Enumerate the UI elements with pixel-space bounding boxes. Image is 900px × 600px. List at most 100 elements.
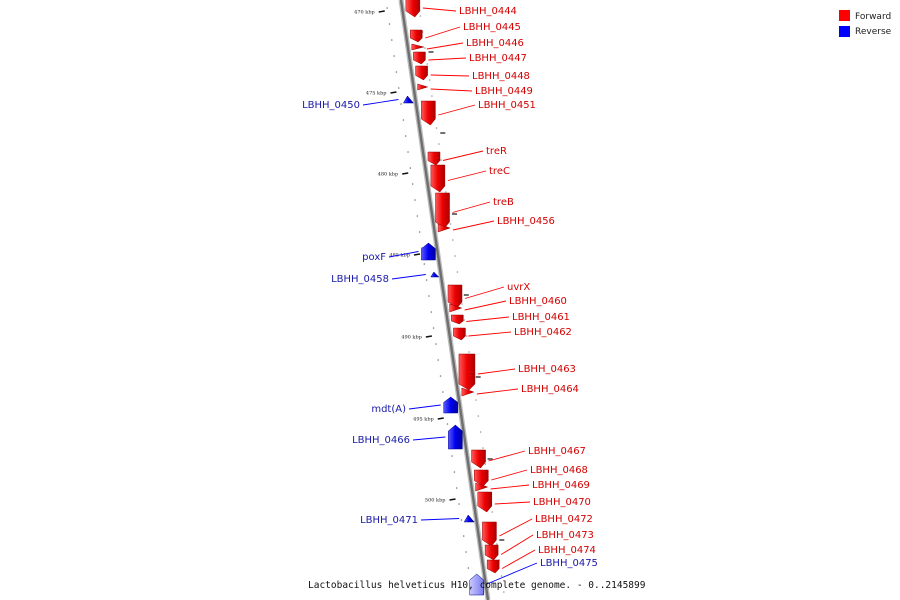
gene-label[interactable]: LBHH_0456	[497, 216, 555, 227]
gene-label[interactable]: LBHH_0445	[463, 22, 521, 33]
gene-glyph[interactable]	[477, 491, 493, 513]
gene-label[interactable]: treB	[493, 197, 514, 208]
gene-label[interactable]: mdt(A)	[371, 404, 406, 415]
gene-glyph[interactable]	[461, 387, 475, 397]
gene-glyph[interactable]	[471, 449, 486, 469]
gene-label[interactable]: LBHH_0466	[352, 435, 410, 446]
scale-dot	[426, 63, 429, 65]
gene-glyph[interactable]	[402, 95, 414, 104]
gene-lbhh-0469[interactable]: LBHH_0469	[475, 480, 590, 492]
gene-lbhh-0472[interactable]: LBHH_0472	[482, 514, 593, 547]
gene-glyph[interactable]	[447, 284, 463, 309]
gene-label[interactable]: LBHH_0474	[538, 545, 596, 556]
gene-glyph[interactable]	[415, 65, 428, 81]
gene-lbhh-0447[interactable]: LBHH_0447	[413, 51, 527, 65]
gene-lbhh-0468[interactable]: LBHH_0468	[474, 465, 588, 487]
gene-lbhh-0475[interactable]: LBHH_0475	[469, 558, 598, 596]
gene-glyph[interactable]	[435, 192, 450, 229]
gene-label[interactable]: LBHH_0460	[509, 296, 567, 307]
gene-lbhh-0448[interactable]: LBHH_0448	[415, 65, 530, 82]
gene-glyph[interactable]	[482, 521, 497, 547]
gene-label[interactable]: poxF	[362, 252, 386, 263]
scale-dot	[425, 279, 428, 281]
gene-lbhh-0450[interactable]: LBHH_0450	[302, 95, 414, 111]
gene-glyph[interactable]	[443, 396, 458, 414]
gene-label[interactable]: uvrX	[507, 282, 530, 293]
gene-glyph[interactable]	[405, 0, 421, 18]
gene-lbhh-0463[interactable]: LBHH_0463	[458, 353, 576, 391]
gene-lbhh-0471[interactable]: LBHH_0471	[360, 514, 475, 526]
gene-lbhh-0467[interactable]: LBHH_0467	[471, 446, 586, 469]
gene-glyph[interactable]	[451, 314, 464, 325]
gene-label[interactable]: LBHH_0449	[475, 86, 533, 97]
gene-trer[interactable]: treR	[427, 146, 507, 166]
gene-label[interactable]: LBHH_0472	[535, 514, 593, 525]
gene-glyph[interactable]	[421, 100, 436, 126]
gene-glyph[interactable]	[413, 51, 426, 65]
gene-label[interactable]: LBHH_0448	[472, 71, 530, 82]
gene-glyph[interactable]	[469, 573, 485, 596]
gene-label[interactable]: LBHH_0469	[532, 480, 590, 491]
gene-label[interactable]: treC	[489, 166, 510, 177]
gene-label[interactable]: LBHH_0463	[518, 364, 576, 375]
gene-label[interactable]: LBHH_0446	[466, 38, 524, 49]
gene-glyph[interactable]	[458, 353, 476, 391]
gene-glyph[interactable]	[437, 223, 451, 233]
gene-leader-line	[391, 274, 426, 280]
gene-label[interactable]: LBHH_0461	[512, 312, 570, 323]
gene-label[interactable]: LBHH_0468	[530, 465, 588, 476]
gene-label[interactable]: LBHH_0447	[469, 53, 527, 64]
gene-label[interactable]: LBHH_0475	[540, 558, 598, 569]
scale-dot	[411, 183, 414, 185]
gene-glyph[interactable]	[421, 242, 436, 261]
gene-lbhh-0470[interactable]: LBHH_0470	[477, 491, 591, 513]
gene-lbhh-0461[interactable]: LBHH_0461	[451, 312, 570, 325]
gene-glyph[interactable]	[463, 514, 475, 523]
gene-glyph[interactable]	[474, 469, 489, 487]
gene-lbhh-0474[interactable]: LBHH_0474	[486, 545, 596, 574]
gene-lbhh-0458[interactable]: LBHH_0458	[331, 271, 440, 285]
gene-poxf[interactable]: poxF	[362, 242, 436, 263]
gene-glyph[interactable]	[449, 303, 463, 313]
gene-label[interactable]: LBHH_0450	[302, 100, 360, 111]
gene-label[interactable]: LBHH_0451	[478, 100, 536, 111]
gene-glyph[interactable]	[484, 544, 499, 561]
gene-label[interactable]: LBHH_0470	[533, 497, 591, 508]
gene-glyph[interactable]	[486, 559, 500, 574]
gene-lbhh-0445[interactable]: LBHH_0445	[409, 22, 521, 43]
gene-mdt-a[interactable]: mdt(A)	[371, 396, 458, 415]
gene-uvrx[interactable]: uvrX	[447, 282, 530, 309]
gene-lbhh-0456[interactable]: LBHH_0456	[437, 216, 555, 233]
gene-lbhh-0466[interactable]: LBHH_0466	[352, 424, 463, 450]
gene-label[interactable]: LBHH_0471	[360, 515, 418, 526]
gene-label[interactable]: LBHH_0464	[521, 384, 579, 395]
gene-glyph[interactable]	[448, 424, 463, 450]
gene-glyph[interactable]	[409, 29, 423, 43]
gene-treb[interactable]: treB	[435, 192, 514, 229]
gene-glyph[interactable]	[417, 83, 429, 91]
gene-lbhh-0462[interactable]: LBHH_0462	[453, 327, 572, 341]
gene-trec[interactable]: treC	[430, 164, 510, 193]
gene-leader-line	[426, 42, 464, 50]
gene-glyph[interactable]	[475, 482, 489, 492]
gene-lbhh-0464[interactable]: LBHH_0464	[461, 384, 579, 397]
gene-glyph[interactable]	[430, 271, 440, 278]
gene-label[interactable]: LBHH_0467	[528, 446, 586, 457]
gene-leader-line	[466, 316, 510, 322]
gene-glyph[interactable]	[453, 327, 466, 341]
gene-glyph[interactable]	[430, 164, 446, 193]
gene-lbhh-0460[interactable]: LBHH_0460	[449, 296, 567, 313]
gene-leader-line	[468, 331, 512, 337]
gene-label[interactable]: LBHH_0462	[514, 327, 572, 338]
gene-glyph[interactable]	[427, 151, 441, 166]
gene-lbhh-0449[interactable]: LBHH_0449	[417, 83, 533, 97]
gene-label[interactable]: LBHH_0444	[459, 6, 517, 17]
gene-lbhh-0451[interactable]: LBHH_0451	[421, 100, 536, 126]
gene-lbhh-0446[interactable]: LBHH_0446	[411, 38, 524, 51]
gene-label[interactable]: LBHH_0473	[536, 530, 594, 541]
gene-glyph[interactable]	[411, 43, 424, 51]
gene-lbhh-0473[interactable]: LBHH_0473	[484, 530, 594, 561]
gene-label[interactable]: LBHH_0458	[331, 274, 389, 285]
gene-label[interactable]: treR	[486, 146, 507, 157]
gene-lbhh-0444[interactable]: LBHH_0444	[405, 0, 517, 18]
